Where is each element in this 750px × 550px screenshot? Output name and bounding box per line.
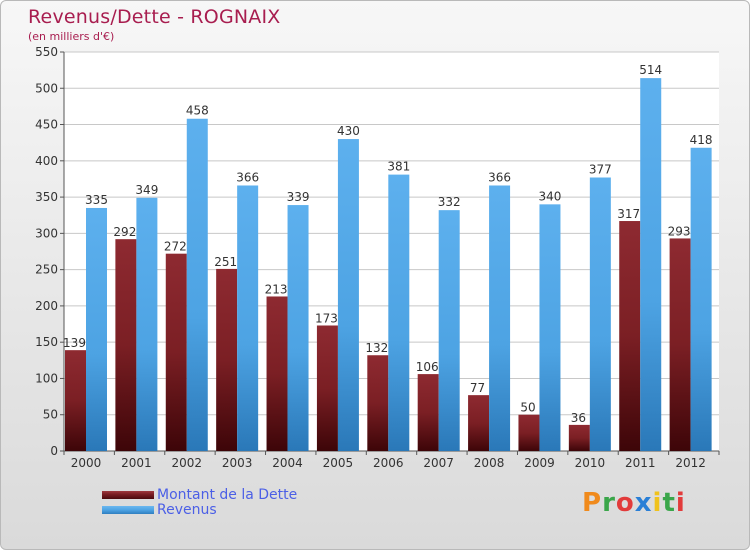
data-label-revenus: 381 — [387, 160, 410, 174]
y-tick-label: 0 — [50, 444, 58, 458]
proxiti-logo: Proxiti — [582, 488, 686, 518]
bar-dette — [518, 414, 540, 451]
data-label-dette: 36 — [571, 411, 586, 425]
logo-letter: r — [602, 488, 616, 518]
x-tick-label: 2000 — [71, 456, 102, 470]
logo-letter: x — [634, 488, 653, 518]
x-tick-label: 2007 — [423, 456, 454, 470]
bar-revenus — [690, 147, 712, 451]
bar-dette — [216, 268, 238, 451]
bar-dette — [266, 296, 288, 451]
bar-revenus — [489, 185, 511, 451]
x-tick-label: 2001 — [121, 456, 152, 470]
bar-revenus — [136, 197, 158, 451]
x-tick-label: 2002 — [171, 456, 202, 470]
bar-revenus — [539, 204, 561, 451]
chart-title: Revenus/Dette - ROGNAIX — [28, 6, 281, 28]
legend-label-dette: Montant de la Dette — [157, 486, 298, 503]
data-label-dette: 132 — [365, 341, 388, 355]
data-label-revenus: 332 — [438, 195, 461, 209]
bar-dette — [619, 221, 641, 451]
bar-dette — [468, 395, 490, 451]
data-label-dette: 272 — [164, 240, 187, 254]
legend-label-revenus: Revenus — [157, 501, 217, 518]
y-tick-label: 500 — [35, 81, 58, 95]
data-label-dette: 50 — [520, 401, 535, 415]
y-tick-label: 200 — [35, 299, 58, 313]
logo-letter: i — [675, 488, 686, 518]
data-label-revenus: 335 — [85, 193, 108, 207]
bar-dette — [115, 239, 137, 451]
data-label-revenus: 514 — [639, 63, 662, 77]
y-tick-label: 150 — [35, 335, 58, 349]
bar-revenus — [86, 207, 107, 451]
bar-dette — [568, 424, 590, 451]
y-tick-label: 350 — [35, 190, 58, 204]
data-label-dette: 317 — [617, 207, 640, 221]
bar-revenus — [186, 118, 208, 451]
legend-item-dette: Montant de la Dette — [102, 486, 298, 503]
x-tick-label: 2006 — [373, 456, 404, 470]
y-tick-label: 300 — [35, 226, 58, 240]
bar-dette — [65, 350, 86, 451]
bar-revenus — [438, 210, 460, 451]
logo-letter: i — [652, 488, 663, 518]
y-tick-label: 50 — [43, 408, 58, 422]
logo-letter: o — [615, 488, 635, 518]
bar-revenus — [287, 205, 309, 451]
bar-dette — [367, 355, 389, 451]
data-label-revenus: 366 — [236, 170, 259, 184]
logo-letter: P — [582, 488, 603, 518]
x-tick-label: 2011 — [625, 456, 656, 470]
y-tick-label: 450 — [35, 118, 58, 132]
data-label-dette: 292 — [113, 225, 136, 239]
data-label-dette: 173 — [315, 311, 338, 325]
bar-revenus — [640, 78, 662, 451]
bar-dette — [316, 325, 338, 451]
data-label-dette: 106 — [416, 360, 439, 374]
legend-swatch-revenus — [102, 505, 154, 514]
logo-letter: t — [662, 488, 676, 518]
x-tick-label: 2004 — [272, 456, 303, 470]
bar-revenus — [337, 139, 359, 451]
data-label-revenus: 430 — [337, 124, 360, 138]
data-label-revenus: 340 — [539, 189, 562, 203]
bar-dette — [417, 374, 439, 451]
data-label-dette: 139 — [63, 336, 86, 350]
x-tick-label: 2009 — [524, 456, 555, 470]
y-tick-label: 250 — [35, 263, 58, 277]
data-label-revenus: 418 — [690, 133, 713, 147]
bar-revenus — [388, 174, 410, 452]
data-label-revenus: 377 — [589, 163, 612, 177]
x-tick-label: 2005 — [323, 456, 354, 470]
data-label-revenus: 366 — [488, 170, 511, 184]
data-label-dette: 213 — [265, 282, 288, 296]
bar-dette — [165, 253, 187, 451]
legend-swatch-dette — [102, 490, 154, 499]
legend-item-revenus: Revenus — [102, 501, 297, 518]
y-tick-label: 100 — [35, 371, 58, 385]
chart-subtitle: (en milliers d'€) — [28, 30, 115, 43]
x-tick-label: 2003 — [222, 456, 253, 470]
data-label-revenus: 349 — [135, 183, 158, 197]
x-tick-label: 2010 — [575, 456, 606, 470]
y-tick-label: 400 — [35, 154, 58, 168]
bar-revenus — [237, 185, 259, 451]
data-label-dette: 77 — [470, 381, 485, 395]
data-label-dette: 293 — [668, 224, 691, 238]
legend: Montant de la Dette Revenus — [102, 486, 298, 518]
x-tick-label: 2012 — [675, 456, 706, 470]
data-label-dette: 251 — [214, 255, 237, 269]
data-label-revenus: 339 — [287, 190, 310, 204]
bar-revenus — [589, 177, 611, 451]
data-label-revenus: 458 — [186, 104, 209, 118]
bar-dette — [669, 238, 691, 451]
y-tick-label: 550 — [35, 45, 58, 59]
x-tick-label: 2008 — [474, 456, 505, 470]
